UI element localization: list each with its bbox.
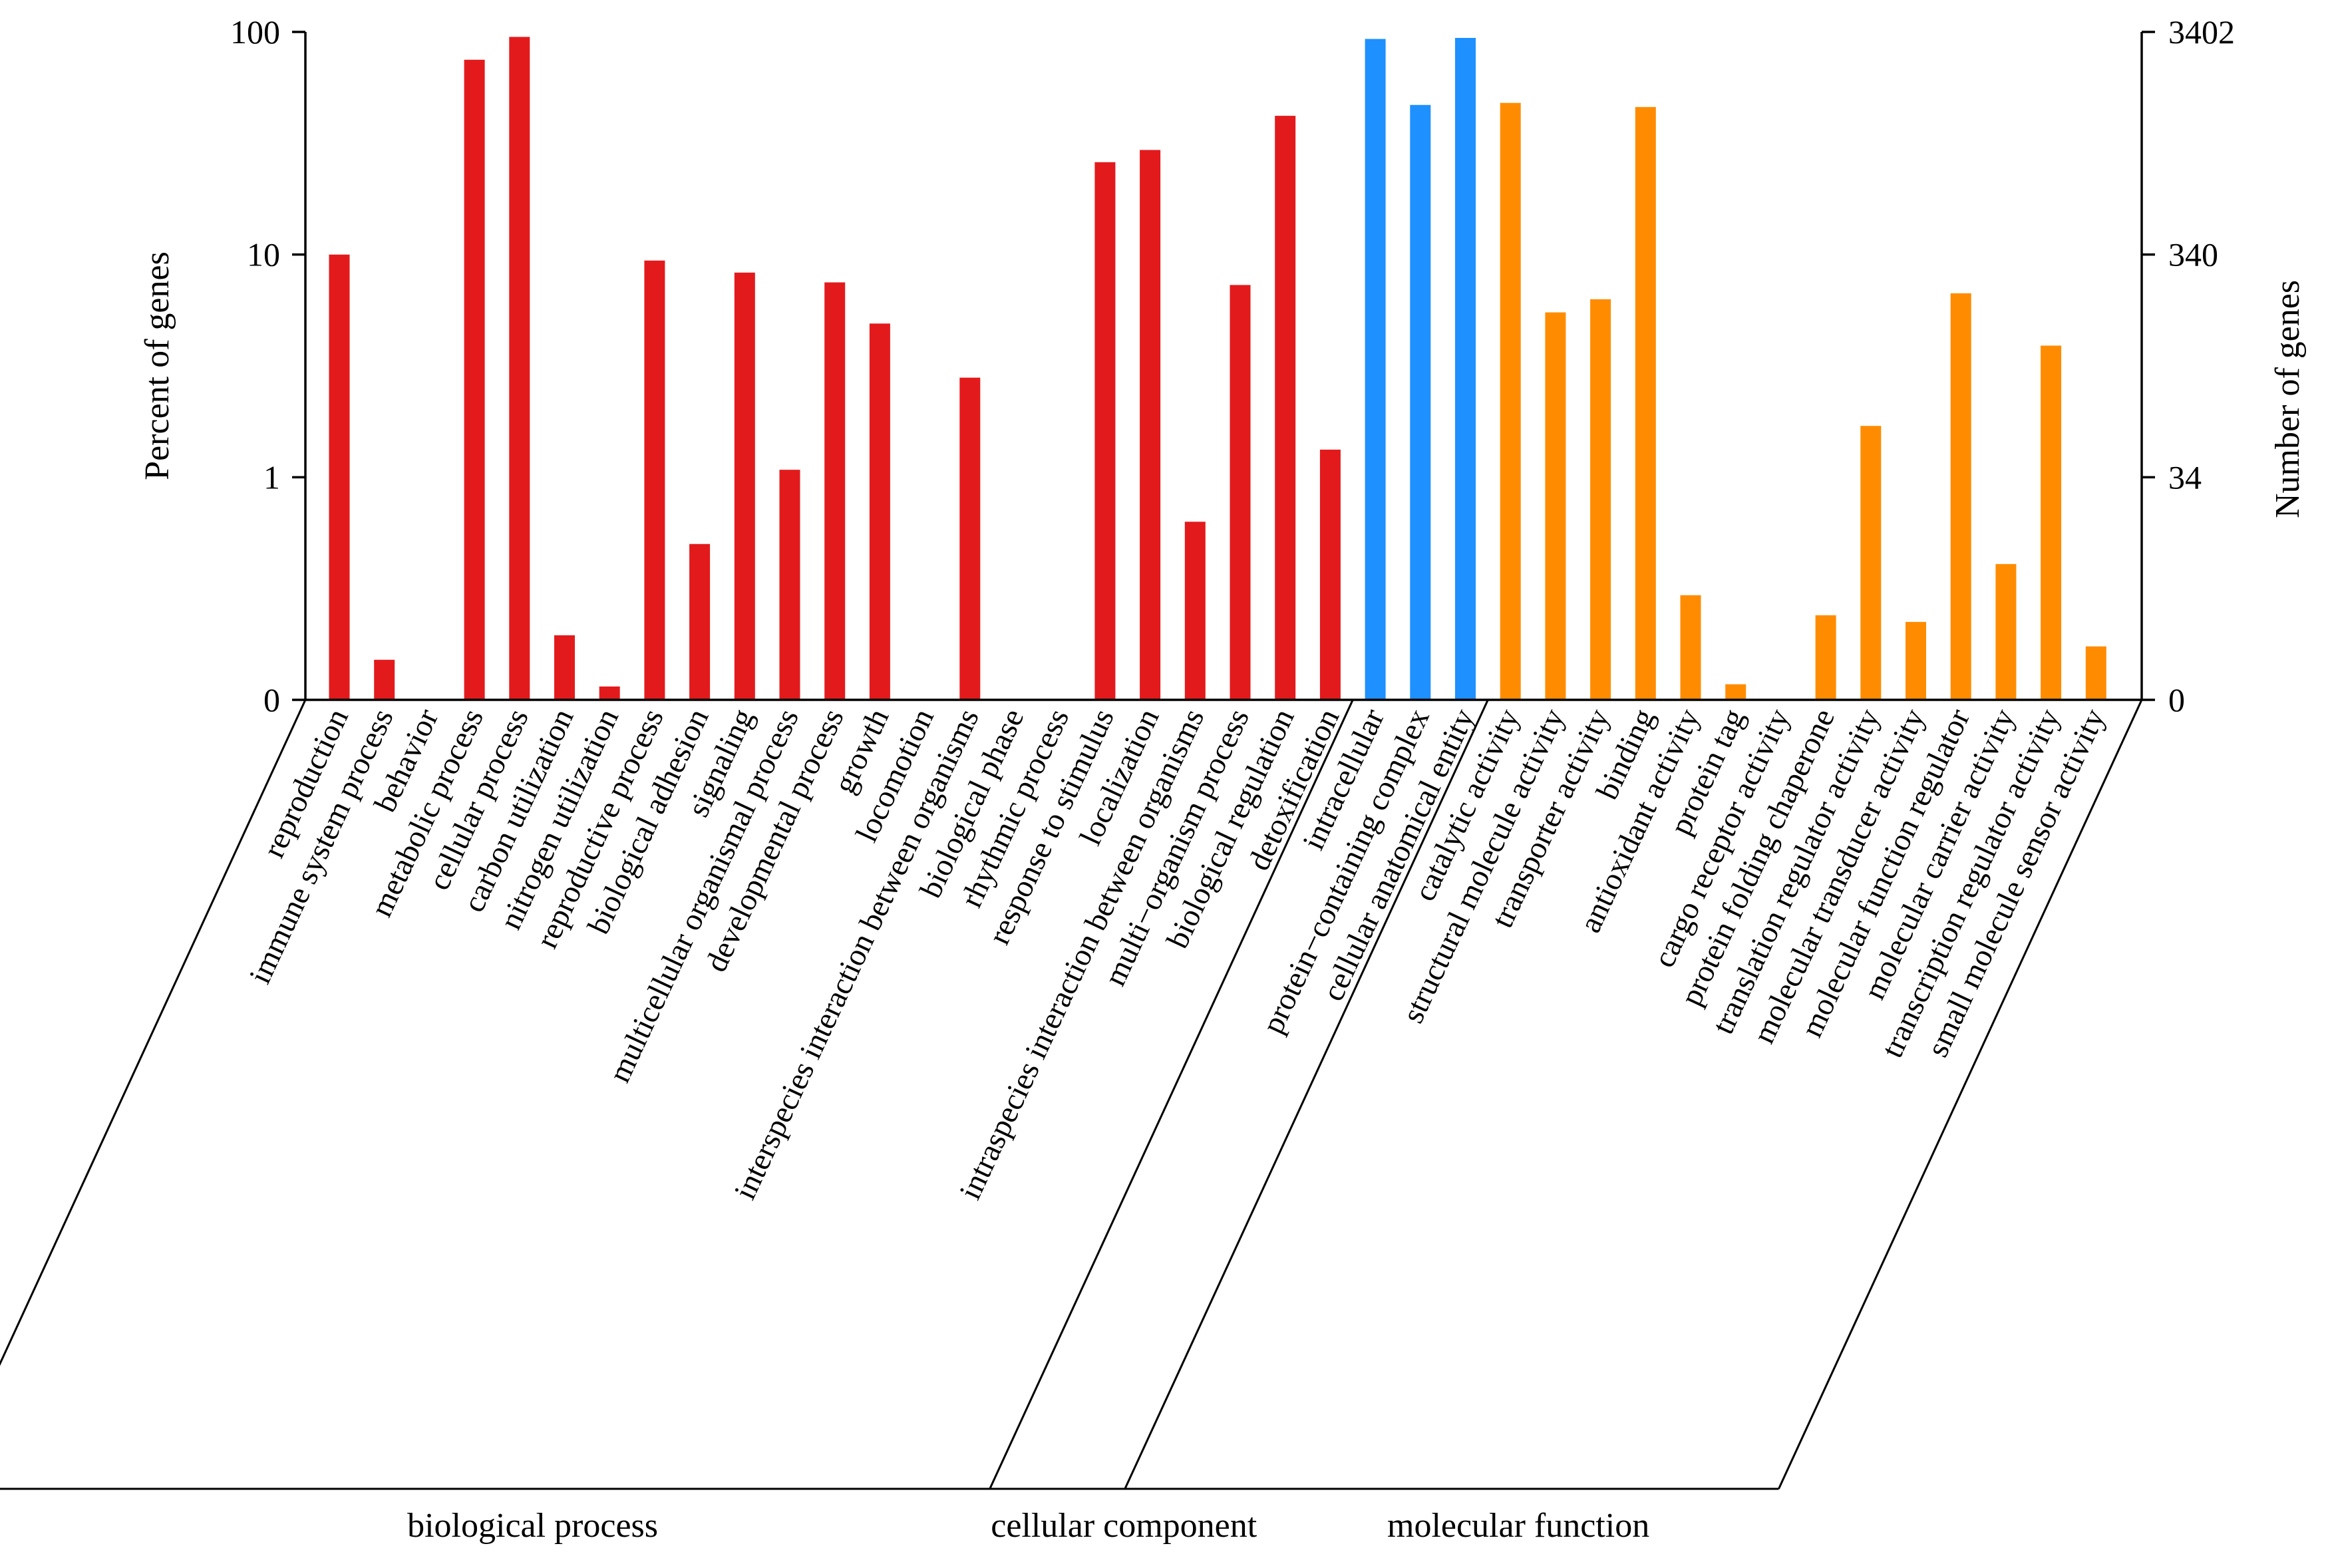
right-tick-label: 34	[2168, 458, 2202, 496]
bar	[1680, 595, 1701, 700]
bar	[1725, 684, 1746, 700]
bar	[644, 260, 665, 700]
bar	[1995, 563, 2017, 700]
group-labels: biological process cellular component mole…	[407, 1507, 1649, 1545]
axes	[304, 32, 2143, 701]
group-separator-line	[1778, 699, 2143, 1490]
bar	[1140, 150, 1161, 701]
bar	[1455, 37, 1476, 700]
bar	[689, 544, 711, 700]
bar	[734, 272, 755, 700]
bar	[1860, 426, 1882, 700]
bar	[959, 377, 981, 700]
bar	[1545, 312, 1566, 701]
right-tick-label: 0	[2168, 681, 2185, 718]
group-separator-line	[0, 699, 307, 1366]
bar	[824, 282, 846, 700]
bars	[329, 37, 2106, 701]
bar	[1815, 615, 1836, 700]
left-tick-label: 0	[263, 681, 280, 718]
bar	[1319, 449, 1341, 700]
right-ticks: 0 34 340 3402	[2142, 13, 2235, 718]
group-separator-line	[989, 699, 1354, 1490]
bar	[1500, 102, 1521, 701]
y2-axis-title: Number of genes	[2269, 280, 2307, 518]
bar	[599, 686, 620, 700]
left-tick-label: 100	[230, 13, 280, 51]
bar	[374, 659, 395, 700]
bar	[329, 254, 350, 701]
bar	[1365, 39, 1386, 700]
bar	[1906, 621, 1926, 700]
bar	[554, 635, 575, 700]
bar	[464, 59, 485, 701]
bar	[2085, 646, 2106, 700]
left-ticks: 0 1 10 100	[230, 13, 305, 718]
y-axis-title: Percent of genes	[138, 251, 176, 480]
bar	[1275, 116, 1296, 700]
bar	[2041, 345, 2062, 700]
group-guides	[0, 699, 2143, 1490]
bar	[779, 470, 800, 700]
bar	[1184, 522, 1206, 700]
group-label: cellular component	[991, 1507, 1257, 1545]
left-tick-label: 10	[247, 236, 280, 273]
bar	[1590, 299, 1611, 701]
bar	[1410, 104, 1431, 700]
group-separator-line	[1124, 699, 1489, 1490]
bar	[1950, 293, 1971, 700]
group-label: molecular function	[1387, 1507, 1649, 1545]
bar	[1230, 285, 1251, 700]
left-tick-label: 1	[263, 458, 280, 496]
bar	[509, 37, 530, 701]
bar	[1094, 162, 1116, 700]
bar	[1635, 106, 1656, 700]
bar	[869, 323, 890, 700]
group-label: biological process	[407, 1507, 658, 1545]
right-tick-label: 340	[2168, 236, 2218, 273]
right-tick-label: 3402	[2168, 13, 2235, 51]
